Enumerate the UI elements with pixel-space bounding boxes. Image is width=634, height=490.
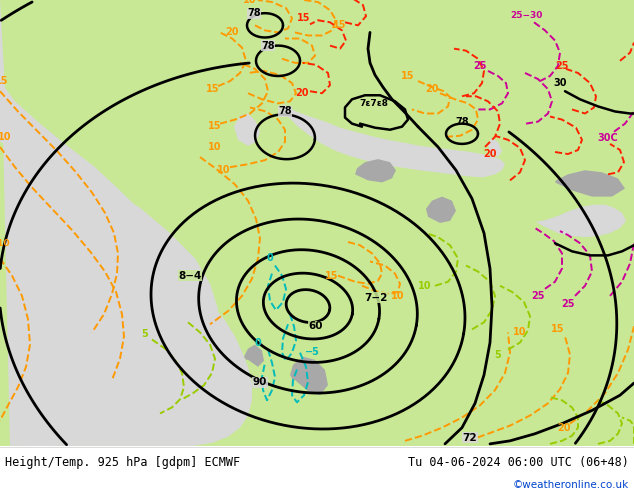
- Text: 72: 72: [463, 433, 477, 443]
- Text: 7−2: 7−2: [365, 293, 387, 303]
- Text: 8−4: 8−4: [178, 270, 202, 281]
- Text: 10: 10: [208, 142, 222, 152]
- Polygon shape: [488, 138, 502, 157]
- Text: 15: 15: [333, 21, 347, 30]
- Text: 78: 78: [261, 41, 275, 50]
- Text: 15: 15: [0, 76, 9, 86]
- Text: 7ε7ε8: 7ε7ε8: [359, 99, 389, 108]
- Text: 5: 5: [141, 329, 148, 340]
- Text: 10: 10: [217, 165, 231, 175]
- Text: 78: 78: [247, 8, 261, 18]
- Polygon shape: [0, 0, 252, 446]
- Text: 30: 30: [553, 78, 567, 88]
- Polygon shape: [282, 103, 505, 177]
- Text: 20: 20: [483, 149, 497, 159]
- Text: 25: 25: [561, 299, 575, 309]
- Text: 5: 5: [495, 350, 501, 360]
- Polygon shape: [426, 196, 456, 223]
- Text: 10: 10: [514, 327, 527, 338]
- Text: Height/Temp. 925 hPa [gdpm] ECMWF: Height/Temp. 925 hPa [gdpm] ECMWF: [5, 456, 240, 469]
- Text: 20: 20: [295, 88, 309, 98]
- Polygon shape: [290, 357, 328, 395]
- Text: 25: 25: [531, 291, 545, 301]
- Text: −5: −5: [304, 346, 320, 357]
- Text: 15: 15: [208, 121, 222, 131]
- Polygon shape: [0, 0, 218, 446]
- Text: 15: 15: [206, 84, 220, 94]
- Polygon shape: [555, 170, 625, 196]
- Text: 0: 0: [255, 338, 261, 347]
- Text: 20: 20: [557, 423, 571, 433]
- Text: 0: 0: [267, 253, 273, 264]
- Text: 10: 10: [0, 132, 12, 142]
- Text: 30C: 30C: [598, 133, 618, 143]
- Polygon shape: [355, 159, 396, 182]
- Text: Tu 04-06-2024 06:00 UTC (06+48): Tu 04-06-2024 06:00 UTC (06+48): [408, 456, 629, 469]
- Text: 78: 78: [278, 106, 292, 117]
- Text: 10: 10: [243, 0, 257, 5]
- Text: ©weatheronline.co.uk: ©weatheronline.co.uk: [513, 480, 629, 490]
- Text: 10: 10: [418, 281, 432, 291]
- Text: 25: 25: [555, 61, 569, 71]
- Text: 10: 10: [391, 291, 404, 301]
- Text: 25: 25: [473, 61, 487, 71]
- Text: 15: 15: [325, 270, 339, 281]
- Text: 60: 60: [309, 321, 323, 331]
- Text: 15: 15: [401, 71, 415, 81]
- Polygon shape: [244, 344, 264, 367]
- Text: 15: 15: [551, 324, 565, 334]
- Text: 78: 78: [455, 117, 469, 126]
- Text: 15: 15: [297, 13, 311, 23]
- Text: 20: 20: [225, 27, 239, 37]
- Polygon shape: [532, 205, 626, 237]
- Text: 25−30: 25−30: [510, 11, 542, 20]
- Polygon shape: [234, 114, 260, 146]
- Text: 110: 110: [0, 239, 10, 248]
- Text: 20: 20: [425, 84, 439, 94]
- Text: 90: 90: [253, 377, 267, 387]
